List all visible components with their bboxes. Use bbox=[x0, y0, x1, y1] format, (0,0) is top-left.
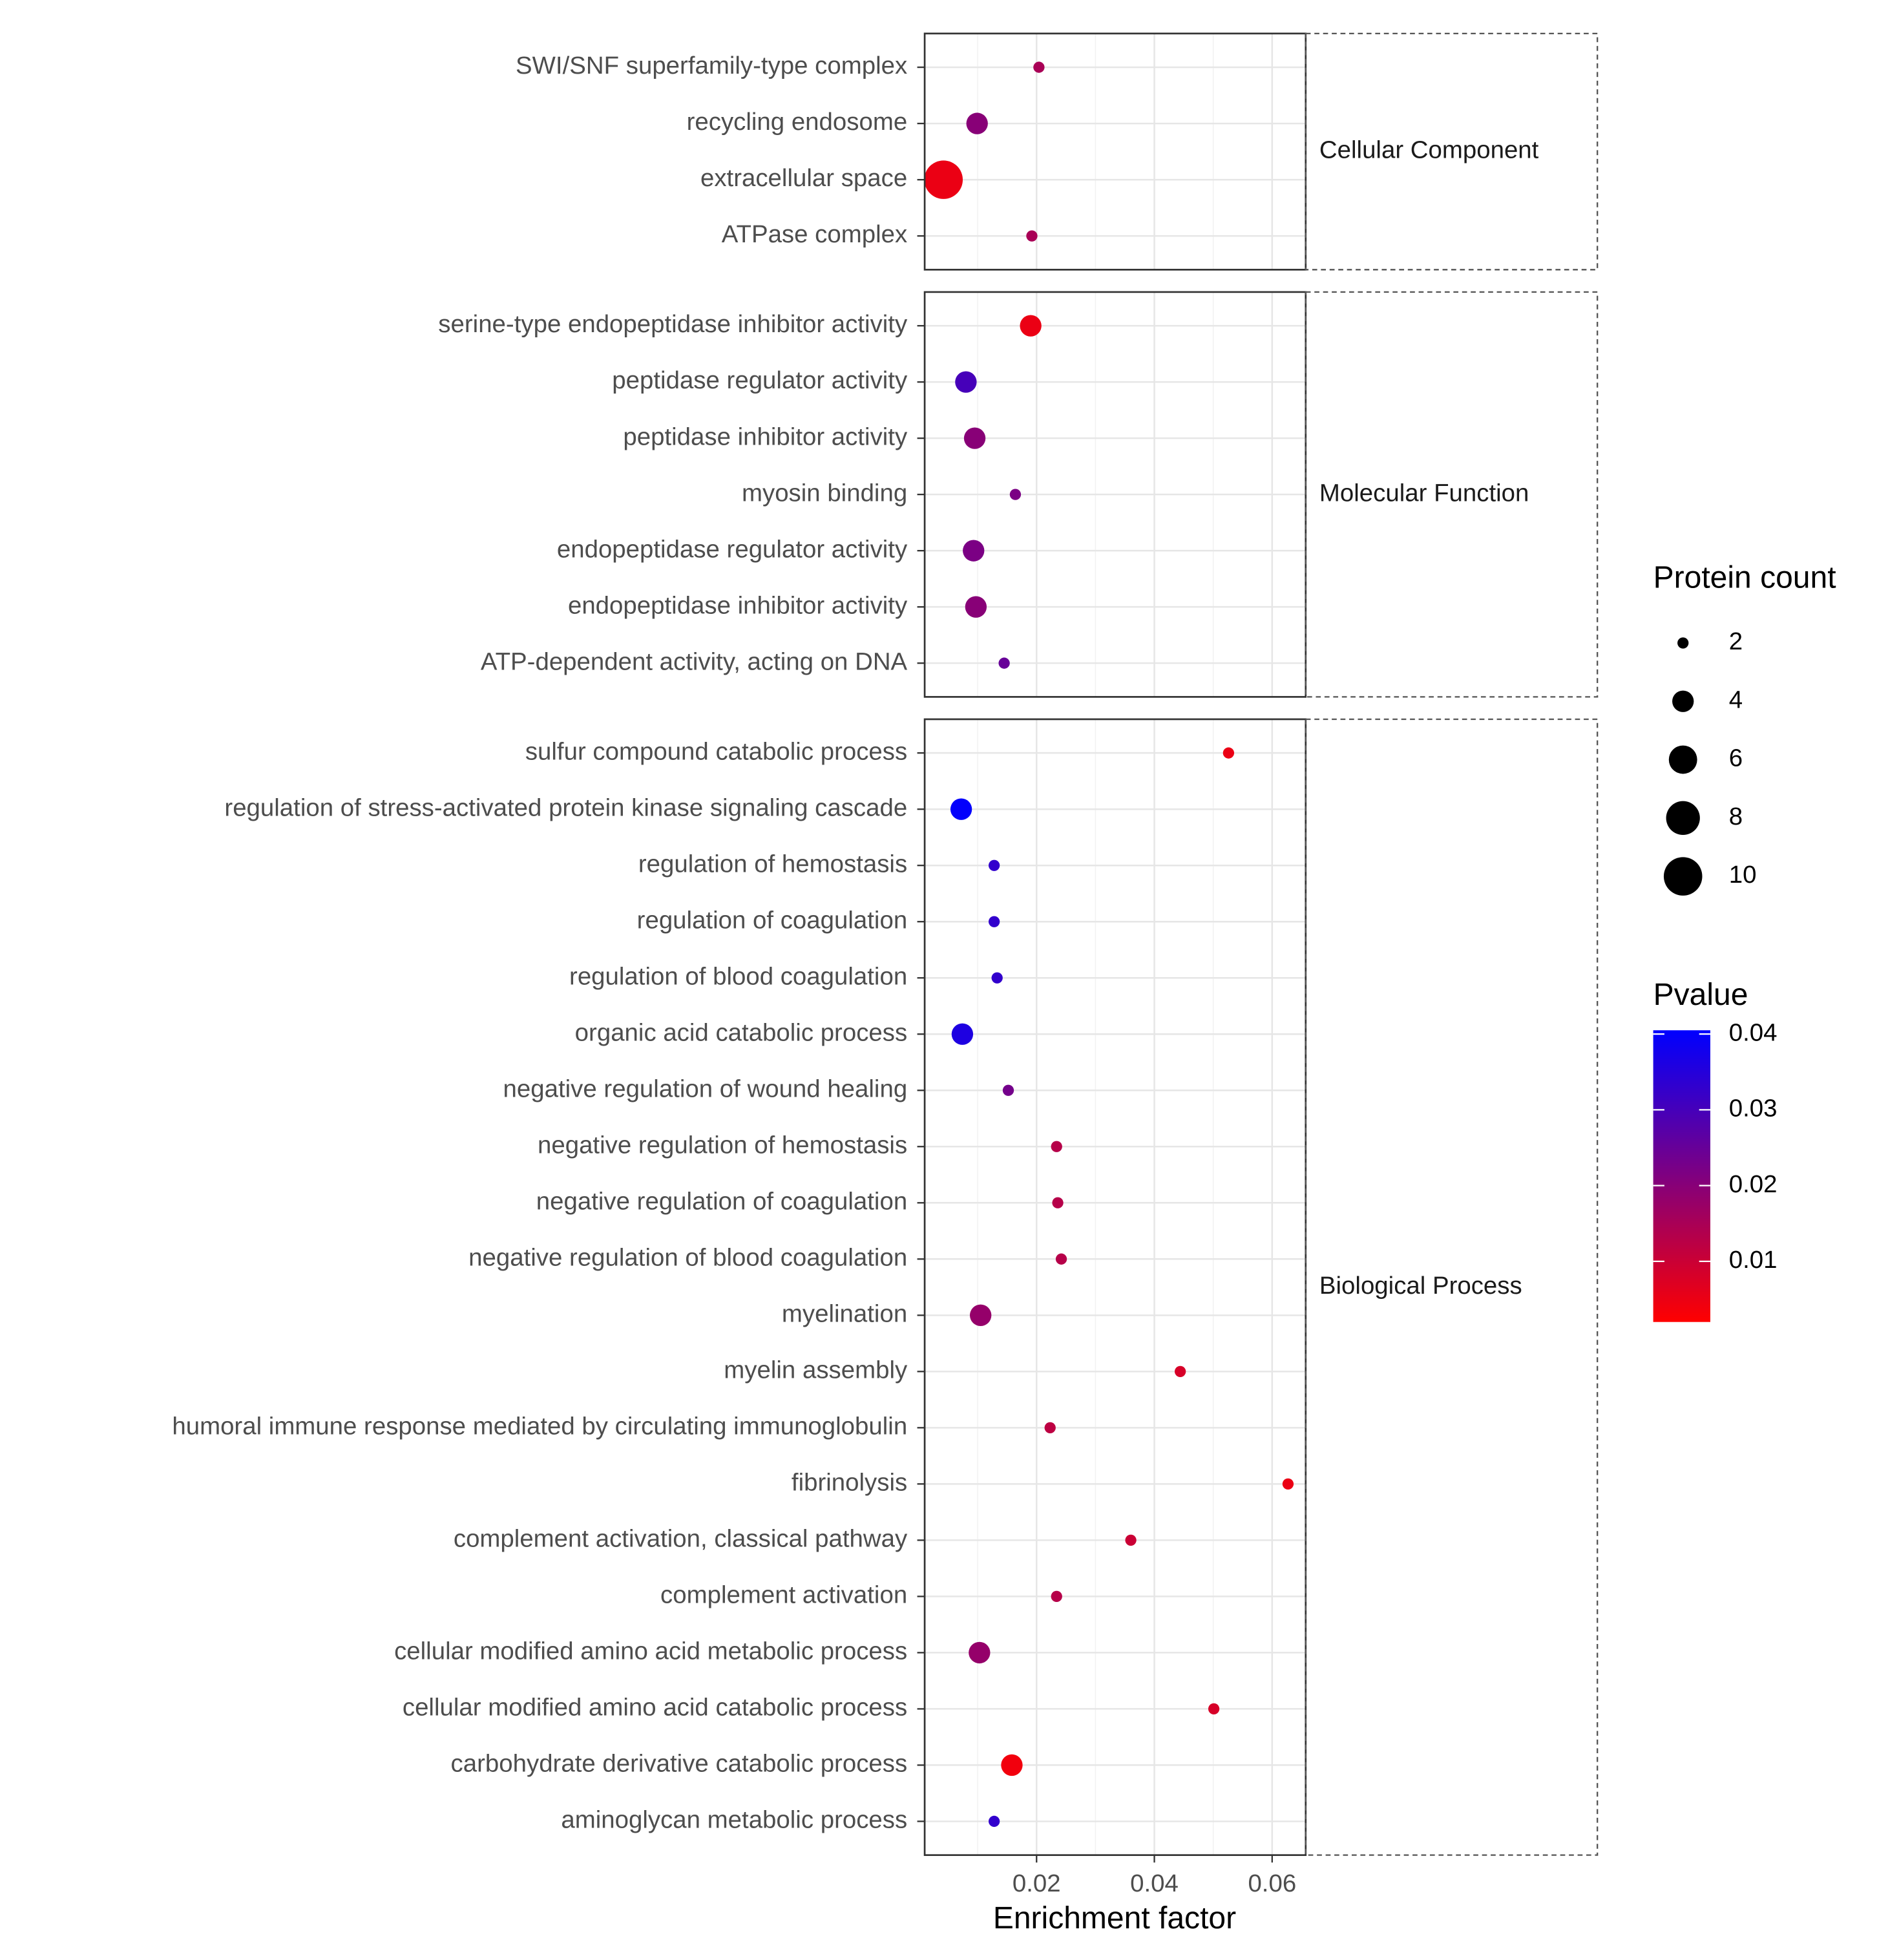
size-legend-key bbox=[1672, 690, 1694, 712]
data-point bbox=[963, 540, 985, 562]
size-legend-key bbox=[1666, 801, 1700, 835]
y-tick-label: recycling endosome bbox=[687, 108, 908, 136]
strip bbox=[1305, 32, 1599, 271]
y-tick-label: carbohydrate derivative catabolic proces… bbox=[451, 1750, 908, 1778]
size-legend-label: 6 bbox=[1729, 744, 1743, 772]
y-tick-label: ATPase complex bbox=[722, 220, 907, 248]
data-point bbox=[998, 657, 1010, 669]
strip-label: Cellular Component bbox=[1319, 136, 1539, 164]
y-tick-label: negative regulation of hemostasis bbox=[538, 1131, 907, 1159]
y-tick-label: extracellular space bbox=[700, 164, 907, 192]
data-point bbox=[1222, 747, 1235, 759]
data-point bbox=[965, 596, 987, 618]
y-tick-label: complement activation, classical pathway bbox=[454, 1525, 908, 1553]
data-point bbox=[991, 972, 1003, 984]
y-tick-label: peptidase regulator activity bbox=[612, 366, 908, 394]
y-tick-label: regulation of stress-activated protein k… bbox=[224, 794, 907, 821]
data-point bbox=[1009, 489, 1022, 500]
data-point bbox=[963, 427, 986, 449]
y-tick-label: cellular modified amino acid metabolic p… bbox=[394, 1638, 907, 1665]
data-point bbox=[1055, 1253, 1067, 1265]
colorbar-label: 0.04 bbox=[1729, 1018, 1778, 1046]
data-point bbox=[950, 798, 972, 820]
size-legend-title: Protein count bbox=[1653, 561, 1836, 595]
y-tick-label: endopeptidase regulator activity bbox=[557, 535, 908, 563]
y-tick-label: organic acid catabolic process bbox=[575, 1018, 908, 1046]
size-legend-key bbox=[1663, 857, 1703, 896]
y-tick-label: regulation of hemostasis bbox=[638, 850, 907, 878]
data-point bbox=[951, 1023, 974, 1045]
strip-label: Molecular Function bbox=[1319, 479, 1529, 507]
data-point bbox=[1175, 1365, 1186, 1377]
size-legend-label: 2 bbox=[1729, 627, 1743, 655]
y-tick-label: sulfur compound catabolic process bbox=[525, 737, 907, 765]
data-point bbox=[1020, 315, 1042, 337]
data-point bbox=[1052, 1197, 1064, 1208]
y-tick-label: cellular modified amino acid catabolic p… bbox=[403, 1694, 907, 1722]
data-point bbox=[1282, 1478, 1294, 1490]
y-tick-label: myelination bbox=[782, 1300, 907, 1327]
x-tick-label: 0.06 bbox=[1248, 1870, 1296, 1897]
colorbar-label: 0.01 bbox=[1729, 1246, 1778, 1274]
data-point bbox=[1044, 1422, 1056, 1433]
y-tick-label: peptidase inhibitor activity bbox=[623, 423, 908, 450]
x-tick-label: 0.02 bbox=[1012, 1870, 1061, 1897]
size-legend-label: 8 bbox=[1729, 803, 1743, 830]
data-point bbox=[1125, 1534, 1137, 1546]
colorbar-label: 0.02 bbox=[1729, 1170, 1778, 1198]
data-point bbox=[1002, 1084, 1014, 1096]
y-tick-label: complement activation bbox=[660, 1581, 907, 1609]
panel-border bbox=[923, 32, 1307, 271]
data-point bbox=[988, 916, 1000, 927]
strip-label: Biological Process bbox=[1319, 1272, 1522, 1300]
data-point bbox=[988, 859, 1000, 871]
y-tick-label: negative regulation of wound healing bbox=[503, 1075, 908, 1102]
size-legend-label: 4 bbox=[1729, 686, 1743, 713]
y-tick-label: myelin assembly bbox=[724, 1356, 908, 1384]
colorbar-label: 0.03 bbox=[1729, 1095, 1778, 1122]
data-point bbox=[924, 160, 963, 199]
y-tick-label: endopeptidase inhibitor activity bbox=[568, 591, 908, 619]
data-point bbox=[966, 112, 988, 134]
color-legend-title: Pvalue bbox=[1653, 978, 1748, 1012]
data-point bbox=[1051, 1590, 1062, 1603]
x-axis-title: Enrichment factor bbox=[993, 1901, 1236, 1935]
y-tick-label: regulation of coagulation bbox=[637, 906, 908, 934]
y-tick-label: myosin binding bbox=[742, 479, 907, 507]
data-point bbox=[1051, 1141, 1062, 1152]
panel-background bbox=[925, 33, 1306, 270]
data-point bbox=[1001, 1754, 1023, 1776]
y-tick-label: ATP-dependent activity, acting on DNA bbox=[481, 648, 908, 675]
y-tick-label: regulation of blood coagulation bbox=[569, 962, 907, 990]
x-tick-label: 0.04 bbox=[1130, 1870, 1179, 1897]
y-tick-label: fibrinolysis bbox=[792, 1469, 907, 1497]
data-point bbox=[1026, 230, 1038, 242]
size-legend-key bbox=[1668, 745, 1697, 774]
strip bbox=[1305, 291, 1599, 698]
strip bbox=[1305, 718, 1599, 1856]
y-tick-label: negative regulation of coagulation bbox=[536, 1187, 907, 1215]
panel-background bbox=[925, 719, 1306, 1855]
data-point bbox=[1208, 1703, 1220, 1715]
y-tick-label: SWI/SNF superfamily-type complex bbox=[516, 52, 907, 79]
size-legend-key bbox=[1677, 637, 1689, 649]
data-point bbox=[969, 1641, 991, 1664]
data-point bbox=[955, 371, 977, 393]
y-tick-label: aminoglycan metabolic process bbox=[561, 1806, 907, 1834]
y-tick-label: serine-type endopeptidase inhibitor acti… bbox=[438, 310, 908, 338]
data-point bbox=[970, 1304, 992, 1326]
size-legend-label: 10 bbox=[1729, 861, 1757, 889]
y-tick-label: humoral immune response mediated by circ… bbox=[172, 1412, 907, 1440]
data-point bbox=[1033, 61, 1045, 73]
colorbar bbox=[1653, 1030, 1710, 1322]
y-tick-label: negative regulation of blood coagulation bbox=[468, 1243, 907, 1271]
data-point bbox=[988, 1815, 1000, 1828]
